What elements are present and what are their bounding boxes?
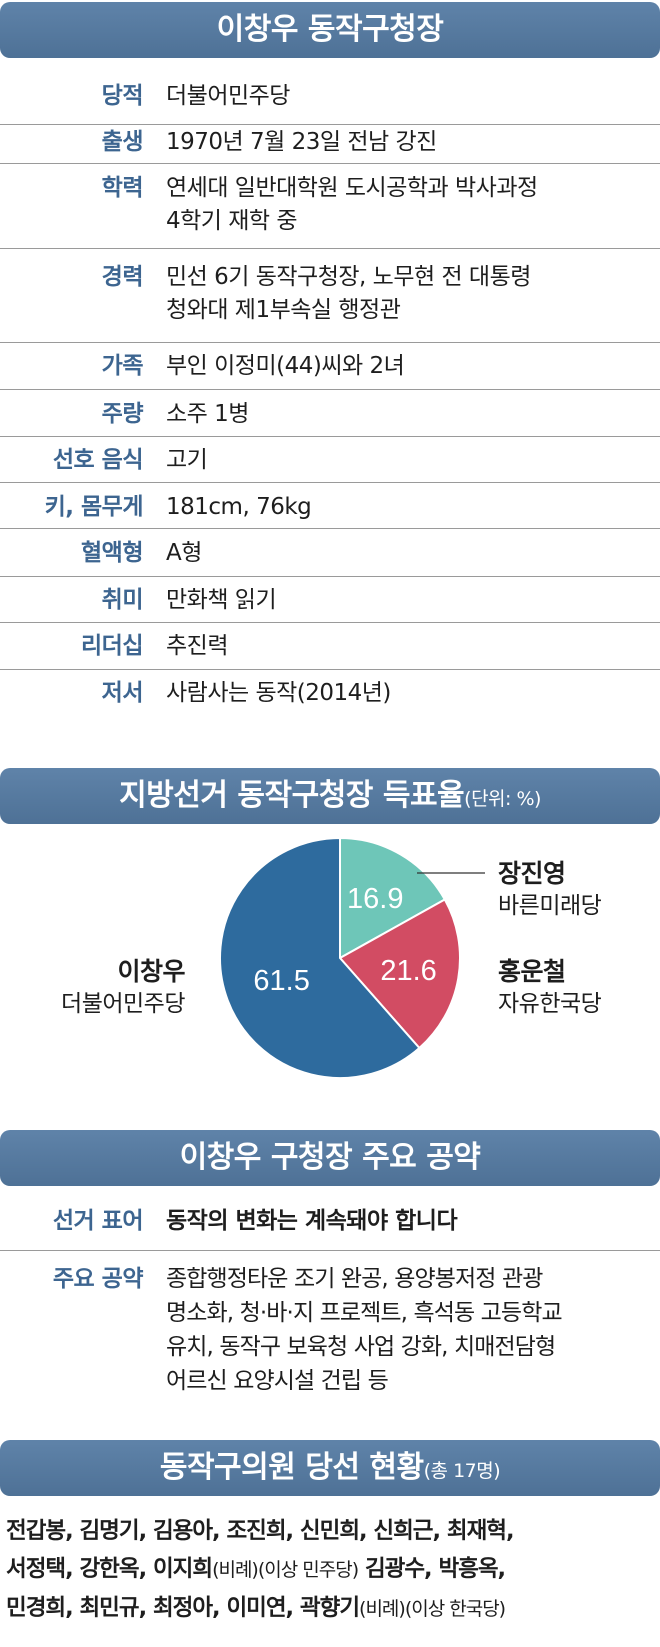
profile-label: 당적 xyxy=(101,83,144,109)
council-total: (총 17명) xyxy=(423,1460,501,1482)
pie-slice-hong xyxy=(338,898,461,1050)
divider xyxy=(0,576,660,577)
profile-value: A형 xyxy=(166,540,202,566)
candidate-name: 이창우 xyxy=(117,957,185,986)
council-line: 민경희, 최민규, 최정아, 이미연, 곽향기(비례)(이상 한국당) xyxy=(6,1589,660,1628)
pledge-line: 유치, 동작구 보육청 사업 강화, 치매전담형 xyxy=(166,1334,556,1360)
pledge-line: 명소화, 청·바·지 프로젝트, 흑석동 고등학교 xyxy=(166,1300,563,1326)
council-members: 민경희, 최민규, 최정아, 이미연, 곽향기 xyxy=(6,1595,360,1621)
profile-label: 선호 음식 xyxy=(52,447,144,473)
profile-value: 추진력 xyxy=(166,633,228,659)
profile-value: 고기 xyxy=(166,447,208,473)
divider xyxy=(0,1250,660,1251)
profile-label: 출생 xyxy=(101,129,144,155)
main-pledges-label: 주요 공약 xyxy=(52,1266,144,1292)
council-title-banner: 동작구의원 당선 현황(총 17명) xyxy=(0,1440,660,1496)
candidate-party: 더불어민주당 xyxy=(61,991,185,1017)
profile-value-line: 4학기 재학 중 xyxy=(166,208,298,234)
profile-value-line: 청와대 제1부속실 행정관 xyxy=(166,297,401,323)
candidate-label-lee: 이창우 더불어민주당 xyxy=(30,956,185,1020)
candidate-name: 홍운철 xyxy=(498,957,566,986)
profile-value: 더불어민주당 xyxy=(166,83,290,109)
pledges-title: 이창우 구청장 주요 공약 xyxy=(179,1140,481,1175)
divider xyxy=(0,248,660,249)
pie-slice-lee xyxy=(219,838,421,1079)
profile-value: 만화책 읽기 xyxy=(166,587,277,613)
council-note: (비례)(이상 한국당) xyxy=(359,1598,506,1620)
vote-share-pie-chart: 16.9 21.6 61.5 xyxy=(219,838,485,1079)
candidate-party: 자유한국당 xyxy=(498,991,602,1017)
council-line: 전갑봉, 김명기, 김용아, 조진희, 신민희, 신희근, 최재혁, xyxy=(6,1512,660,1550)
divider xyxy=(0,528,660,529)
council-members: 김광수, 박흥옥, xyxy=(358,1556,506,1582)
divider xyxy=(0,482,660,483)
profile-label: 리더십 xyxy=(81,633,143,659)
candidate-label-hong: 홍운철 자유한국당 xyxy=(498,956,602,1020)
profile-label: 학력 xyxy=(101,175,144,201)
profile-value-line: 연세대 일반대학원 도시공학과 박사과정 xyxy=(166,175,538,201)
pie-value-label-hong: 21.6 xyxy=(380,955,436,987)
council-note: (비례)(이상 민주당) xyxy=(212,1559,359,1581)
profile-value: 1970년 7월 23일 전남 강진 xyxy=(166,129,437,155)
profile-value: 민선 6기 동작구청장, 노무현 전 대통령 청와대 제1부속실 행정관 xyxy=(166,261,656,327)
pie-slice-jang xyxy=(339,838,447,960)
election-title-banner: 지방선거 동작구청장 득표율(단위: %) xyxy=(0,768,660,824)
pledge-line: 종합행정타운 조기 완공, 용양봉저정 관광 xyxy=(166,1266,543,1292)
profile-title-banner: 이창우 동작구청장 xyxy=(0,2,660,58)
council-line: 서정택, 강한옥, 이지희(비례)(이상 민주당) 김광수, 박흥옥, xyxy=(6,1550,660,1589)
pledges-title-banner: 이창우 구청장 주요 공약 xyxy=(0,1130,660,1186)
candidate-party: 바른미래당 xyxy=(498,893,602,919)
divider xyxy=(0,389,660,390)
profile-value: 사람사는 동작(2014년) xyxy=(166,680,391,706)
divider xyxy=(0,163,660,164)
council-members-list: 전갑봉, 김명기, 김용아, 조진희, 신민희, 신희근, 최재혁, 서정택, … xyxy=(6,1512,660,1628)
divider xyxy=(0,669,660,670)
election-unit: (단위: %) xyxy=(464,788,541,810)
slogan-text: 동작의 변화는 계속돼야 합니다 xyxy=(166,1208,458,1234)
council-title: 동작구의원 당선 현황 xyxy=(159,1450,424,1485)
pie-value-label-jang: 16.9 xyxy=(347,883,403,915)
divider xyxy=(0,622,660,623)
profile-value-line: 민선 6기 동작구청장, 노무현 전 대통령 xyxy=(166,264,531,290)
profile-label: 경력 xyxy=(101,264,144,290)
divider xyxy=(0,124,660,125)
profile-label: 주량 xyxy=(101,401,144,427)
main-pledges-text: 종합행정타운 조기 완공, 용양봉저정 관광 명소화, 청·바·지 프로젝트, … xyxy=(166,1262,660,1398)
profile-value: 181cm, 76kg xyxy=(166,494,312,520)
profile-label: 취미 xyxy=(101,587,144,613)
council-members: 서정택, 강한옥, 이지희 xyxy=(6,1556,213,1582)
pledge-line: 어르신 요양시설 건립 등 xyxy=(166,1368,389,1394)
profile-title: 이창우 동작구청장 xyxy=(216,12,444,47)
candidate-label-jang: 장진영 바른미래당 xyxy=(498,858,602,922)
divider xyxy=(0,342,660,343)
slogan-label: 선거 표어 xyxy=(52,1208,144,1234)
election-title: 지방선거 동작구청장 득표율 xyxy=(119,778,465,813)
profile-label: 혈액형 xyxy=(81,540,143,566)
profile-label: 키, 몸무게 xyxy=(44,494,144,520)
council-members: 전갑봉, 김명기, 김용아, 조진희, 신민희, 신희근, 최재혁, xyxy=(6,1518,515,1544)
candidate-name: 장진영 xyxy=(498,859,566,888)
profile-value: 부인 이정미(44)씨와 2녀 xyxy=(166,353,405,379)
divider xyxy=(0,436,660,437)
profile-label: 가족 xyxy=(101,353,144,379)
profile-label: 저서 xyxy=(101,680,144,706)
profile-value: 소주 1병 xyxy=(166,401,249,427)
pie-value-label-lee: 61.5 xyxy=(253,965,309,997)
profile-value: 연세대 일반대학원 도시공학과 박사과정 4학기 재학 중 xyxy=(166,172,656,238)
